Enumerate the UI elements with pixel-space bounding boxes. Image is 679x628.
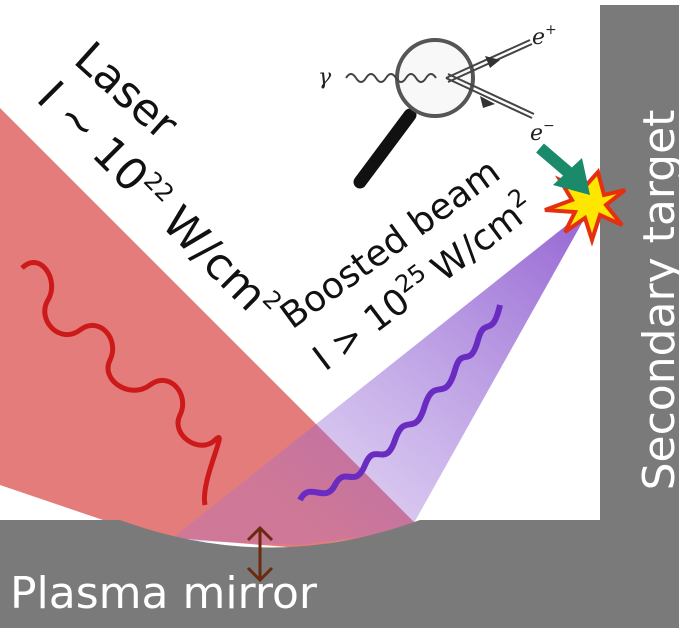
positron-label: e+ (532, 22, 557, 50)
diagram: Secondary target Plasma mirror Laser I ~… (0, 0, 679, 628)
magnifier (346, 40, 534, 182)
electron-sign: − (543, 118, 555, 134)
photon-label: γ (318, 65, 332, 90)
electron-label: e− (530, 118, 555, 146)
electron-arrow (540, 148, 590, 195)
positron-symbol: e (532, 25, 545, 50)
mirror-label: Plasma mirror (10, 568, 318, 619)
positron-sign: + (545, 22, 557, 38)
electron-symbol: e (530, 121, 543, 146)
target-label: Secondary target (634, 110, 679, 491)
